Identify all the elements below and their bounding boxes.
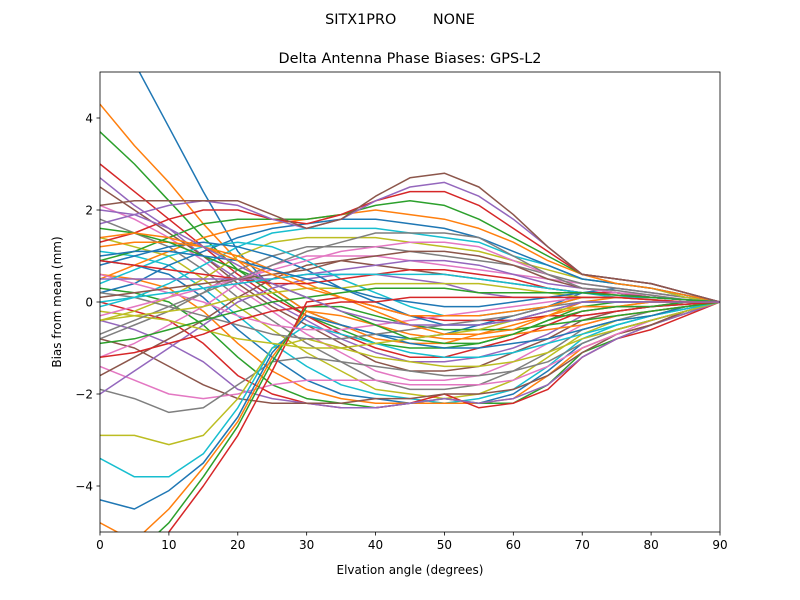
x-tick-label: 20 (230, 538, 245, 552)
series-line (100, 296, 720, 358)
series-line (100, 287, 720, 345)
series-line (100, 301, 720, 400)
series-line (100, 301, 720, 409)
series-line (100, 172, 720, 303)
x-tick-label: 50 (437, 538, 452, 552)
x-tick-label: 60 (506, 538, 521, 552)
x-axis: 0 10 20 30 40 50 60 70 80 90 (96, 532, 728, 552)
series-line (100, 232, 720, 335)
y-tick-label: −2 (75, 387, 93, 401)
chart-title: Delta Antenna Phase Biases: GPS-L2 (279, 51, 542, 67)
y-tick-label: 0 (85, 295, 93, 309)
y-tick-label: 4 (85, 111, 93, 125)
y-tick-label: 2 (85, 203, 93, 217)
x-tick-label: 90 (712, 538, 727, 552)
series-line (100, 301, 720, 446)
x-tick-label: 0 (96, 538, 104, 552)
y-axis-label: Bias from mean (mm) (50, 236, 64, 367)
figure-suptitle: SITX1PRO NONE (325, 12, 475, 28)
x-tick-label: 80 (643, 538, 658, 552)
series-line (100, 209, 720, 326)
series-line (100, 209, 720, 303)
y-axis: −4 −2 0 2 4 (75, 111, 100, 493)
series-lines (100, 72, 720, 532)
x-tick-label: 70 (575, 538, 590, 552)
x-tick-label: 30 (299, 538, 314, 552)
series-line (100, 301, 720, 510)
x-tick-label: 40 (368, 538, 383, 552)
x-tick-label: 10 (161, 538, 176, 552)
x-axis-label: Elvation angle (degrees) (337, 563, 484, 577)
y-tick-label: −4 (75, 479, 93, 493)
series-line (100, 301, 720, 478)
